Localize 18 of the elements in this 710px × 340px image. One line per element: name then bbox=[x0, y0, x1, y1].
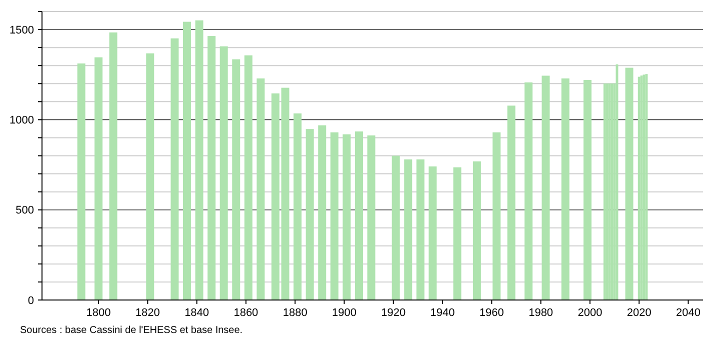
x-tick-label: 1940 bbox=[430, 307, 455, 319]
x-tick-label: 1820 bbox=[135, 307, 160, 319]
x-tick-label: 1980 bbox=[528, 307, 554, 319]
x-tick-label: 2000 bbox=[578, 307, 602, 319]
y-tick-label: 1500 bbox=[10, 24, 34, 36]
y-tick-label: 0 bbox=[28, 294, 34, 307]
x-tick-label: 2040 bbox=[676, 307, 700, 319]
x-tick-label: 1800 bbox=[86, 307, 111, 319]
x-tick-label: 2020 bbox=[626, 307, 652, 319]
x-tick-label: 1880 bbox=[282, 307, 308, 319]
x-tick-label: 1960 bbox=[479, 307, 504, 319]
x-tick-label: 1920 bbox=[381, 307, 406, 319]
y-tick-label: 1000 bbox=[10, 114, 34, 127]
y-tick-label: 500 bbox=[16, 204, 34, 217]
x-tick-label: 1900 bbox=[332, 307, 356, 319]
source-note: Sources : base Cassini de l'EHESS et base Insee. bbox=[20, 325, 243, 336]
x-tick-label: 1840 bbox=[184, 307, 210, 319]
x-tick-label: 1860 bbox=[234, 307, 258, 319]
